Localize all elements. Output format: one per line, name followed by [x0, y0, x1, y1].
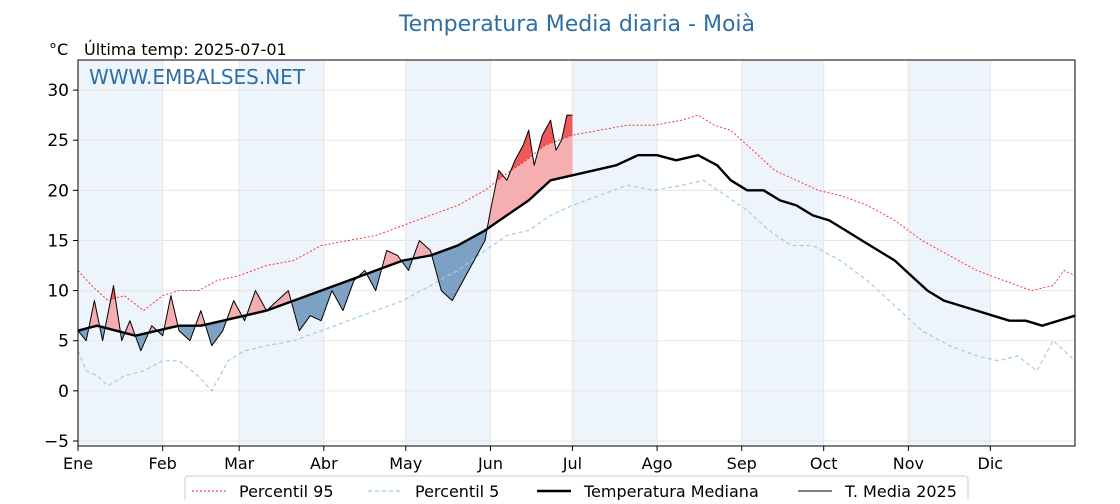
- month-band: [741, 60, 824, 446]
- series-lines: [77, 114, 1076, 392]
- y-tick-label: 0: [58, 382, 69, 402]
- below-median-fill: [431, 229, 487, 301]
- below-median-fill: [179, 325, 195, 341]
- series-line-median: [77, 154, 1076, 337]
- x-tick-label: Abr: [310, 454, 338, 473]
- x-tick-label: Ago: [642, 454, 673, 473]
- x-tick-label: Ene: [63, 454, 93, 473]
- x-tick-label: Mar: [224, 454, 255, 473]
- above-median-fill: [226, 300, 242, 320]
- y-tick-label: 30: [47, 81, 69, 101]
- month-band: [908, 60, 991, 446]
- y-tick-label: 25: [47, 131, 69, 151]
- below-median-fill: [367, 268, 382, 291]
- below-median-fill: [401, 258, 413, 271]
- x-tick-label: Dic: [978, 454, 1004, 473]
- month-bands: [78, 60, 991, 446]
- legend-label-current: T. Media 2025: [844, 482, 957, 500]
- above-median-fill: [88, 300, 99, 328]
- y-tick-label: 10: [47, 282, 69, 302]
- legend-label-p95: Percentil 95: [239, 482, 334, 500]
- above-median-fill: [105, 285, 121, 332]
- below-median-fill: [79, 328, 88, 341]
- chart-title: Temperatura Media diaria - Moià: [398, 12, 755, 37]
- legend-box: [184, 475, 969, 504]
- legend-label-p5: Percentil 5: [415, 482, 499, 500]
- x-tick-label: Nov: [893, 454, 924, 473]
- y-tick-label: −5: [44, 432, 69, 452]
- plot-frame: [77, 59, 1076, 447]
- above-median-fill: [164, 295, 178, 330]
- month-band: [572, 60, 658, 446]
- y-axis: −5 0 5 10 15 20 25 30: [44, 81, 78, 452]
- legend: Percentil 95 Percentil 5 Temperatura Media…: [184, 475, 969, 504]
- above-median-fill: [125, 320, 136, 336]
- x-tick-label: Oct: [810, 454, 838, 473]
- above-p95-fill: [510, 130, 532, 171]
- above-p95-fill: [562, 115, 573, 139]
- legend-label-median: Temperatura Mediana: [583, 482, 759, 500]
- watermark: WWW.EMBALSES.NET: [89, 65, 306, 89]
- series-line-p5: [77, 179, 1076, 392]
- x-tick-label: May: [389, 454, 422, 473]
- below-median-fill: [206, 320, 226, 346]
- x-tick-label: Jun: [477, 454, 503, 473]
- above-median-fill: [487, 115, 573, 229]
- month-band: [78, 60, 163, 446]
- x-axis: Ene Feb Mar Abr May Jun Jul Ago Sep Oct Nov Dic: [63, 446, 1003, 473]
- last-temp-subtitle: Última temp: 2025-07-01: [84, 40, 287, 59]
- series-line-current: [77, 114, 573, 352]
- x-tick-label: Sep: [727, 454, 757, 473]
- month-band: [239, 60, 324, 446]
- above-p95-fill: [538, 120, 554, 151]
- unit-label: °C: [49, 40, 68, 59]
- y-tick-label: 5: [58, 332, 69, 352]
- above-median-fill: [195, 310, 205, 326]
- y-tick-label: 15: [47, 231, 69, 251]
- x-tick-label: Feb: [149, 454, 177, 473]
- x-tick-label: Jul: [562, 454, 582, 473]
- y-tick-label: 20: [47, 181, 69, 201]
